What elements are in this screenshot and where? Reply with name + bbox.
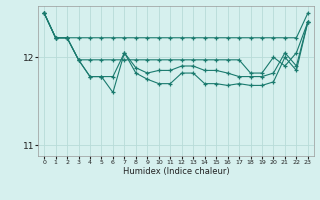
X-axis label: Humidex (Indice chaleur): Humidex (Indice chaleur): [123, 167, 229, 176]
